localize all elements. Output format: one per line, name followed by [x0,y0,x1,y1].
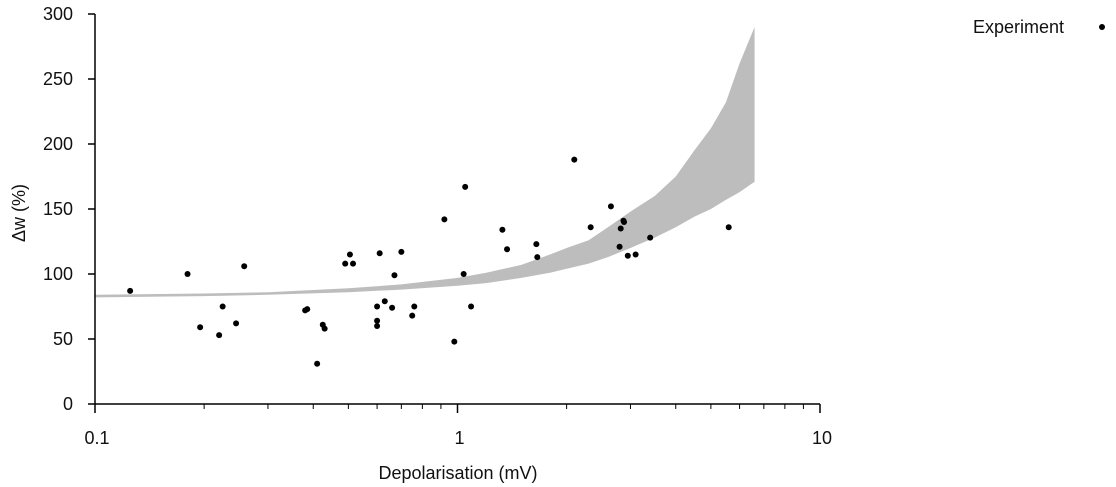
x-tick-label: 10 [812,428,832,448]
axes-layer [94,14,820,405]
data-point [389,304,396,311]
data-point [409,312,416,319]
legend-label: Experiment [973,17,1064,37]
y-tick-label: 200 [43,134,73,154]
points-layer [127,156,732,367]
y-tick-label: 50 [53,329,73,349]
data-point [499,226,506,233]
data-point [617,225,624,232]
data-point [241,263,248,270]
data-point [587,224,594,231]
data-point [571,156,578,163]
data-point [504,246,511,253]
data-point [374,303,381,310]
data-point [127,287,134,294]
data-point [342,260,349,267]
x-tick-label: 1 [454,428,464,448]
data-point [441,216,448,223]
data-point [607,203,614,210]
data-point [398,248,405,255]
band-layer [95,27,755,298]
data-point [411,303,418,310]
data-point [647,234,654,241]
y-tick-label: 100 [43,264,73,284]
data-point [321,325,328,332]
data-point [616,243,623,250]
data-point [468,303,475,310]
data-point [350,260,357,267]
y-axis-title: Δw (%) [9,184,29,242]
data-point [533,241,540,248]
data-point [624,252,631,259]
x-axis-title: Depolarisation (mV) [378,463,537,483]
data-point [314,360,321,367]
data-point [376,250,383,257]
data-point [462,183,469,190]
y-tick-label: 0 [63,394,73,414]
data-point [216,332,223,339]
data-point [374,323,381,329]
data-point [632,251,639,258]
data-point [451,338,458,345]
y-tick-label: 150 [43,199,73,219]
data-point [219,303,226,310]
ticks-layer: 0 50 100 150 200 250 300 0.1 1 10 [43,4,832,448]
y-tick-label: 250 [43,69,73,89]
model-band [95,27,755,298]
x-tick-label: 0.1 [84,428,109,448]
legend: Experiment [973,17,1105,37]
data-point [391,272,398,279]
y-tick-label: 300 [43,4,73,24]
data-point [725,224,732,231]
data-point [534,254,541,261]
data-point [346,251,353,258]
data-point [184,271,191,277]
data-point [233,320,240,327]
data-point [304,306,311,313]
data-point [381,298,388,305]
data-point [621,219,628,225]
data-point [374,317,381,324]
data-point [197,324,204,331]
legend-marker [1099,24,1105,30]
data-point [460,271,467,277]
